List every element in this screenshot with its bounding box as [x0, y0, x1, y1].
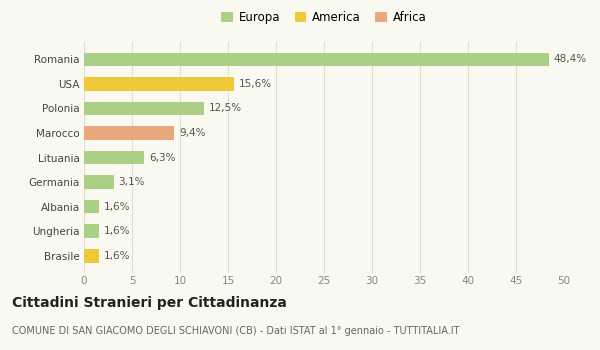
Bar — [84, 200, 100, 214]
Text: 48,4%: 48,4% — [553, 54, 587, 64]
Bar — [84, 102, 204, 115]
Text: 1,6%: 1,6% — [104, 226, 131, 236]
Text: Cittadini Stranieri per Cittadinanza: Cittadini Stranieri per Cittadinanza — [12, 296, 287, 310]
Bar — [84, 126, 174, 140]
Text: 6,3%: 6,3% — [149, 153, 176, 162]
Text: 9,4%: 9,4% — [179, 128, 206, 138]
Bar — [84, 175, 114, 189]
Legend: Europa, America, Africa: Europa, America, Africa — [217, 6, 431, 29]
Bar — [84, 151, 145, 164]
Text: 1,6%: 1,6% — [104, 251, 131, 261]
Bar — [84, 52, 548, 66]
Text: 1,6%: 1,6% — [104, 202, 131, 212]
Text: 12,5%: 12,5% — [209, 103, 242, 113]
Bar — [84, 224, 100, 238]
Text: COMUNE DI SAN GIACOMO DEGLI SCHIAVONI (CB) - Dati ISTAT al 1° gennaio - TUTTITAL: COMUNE DI SAN GIACOMO DEGLI SCHIAVONI (C… — [12, 326, 460, 336]
Bar — [84, 249, 100, 262]
Text: 3,1%: 3,1% — [119, 177, 145, 187]
Bar — [84, 77, 234, 91]
Text: 15,6%: 15,6% — [239, 79, 272, 89]
